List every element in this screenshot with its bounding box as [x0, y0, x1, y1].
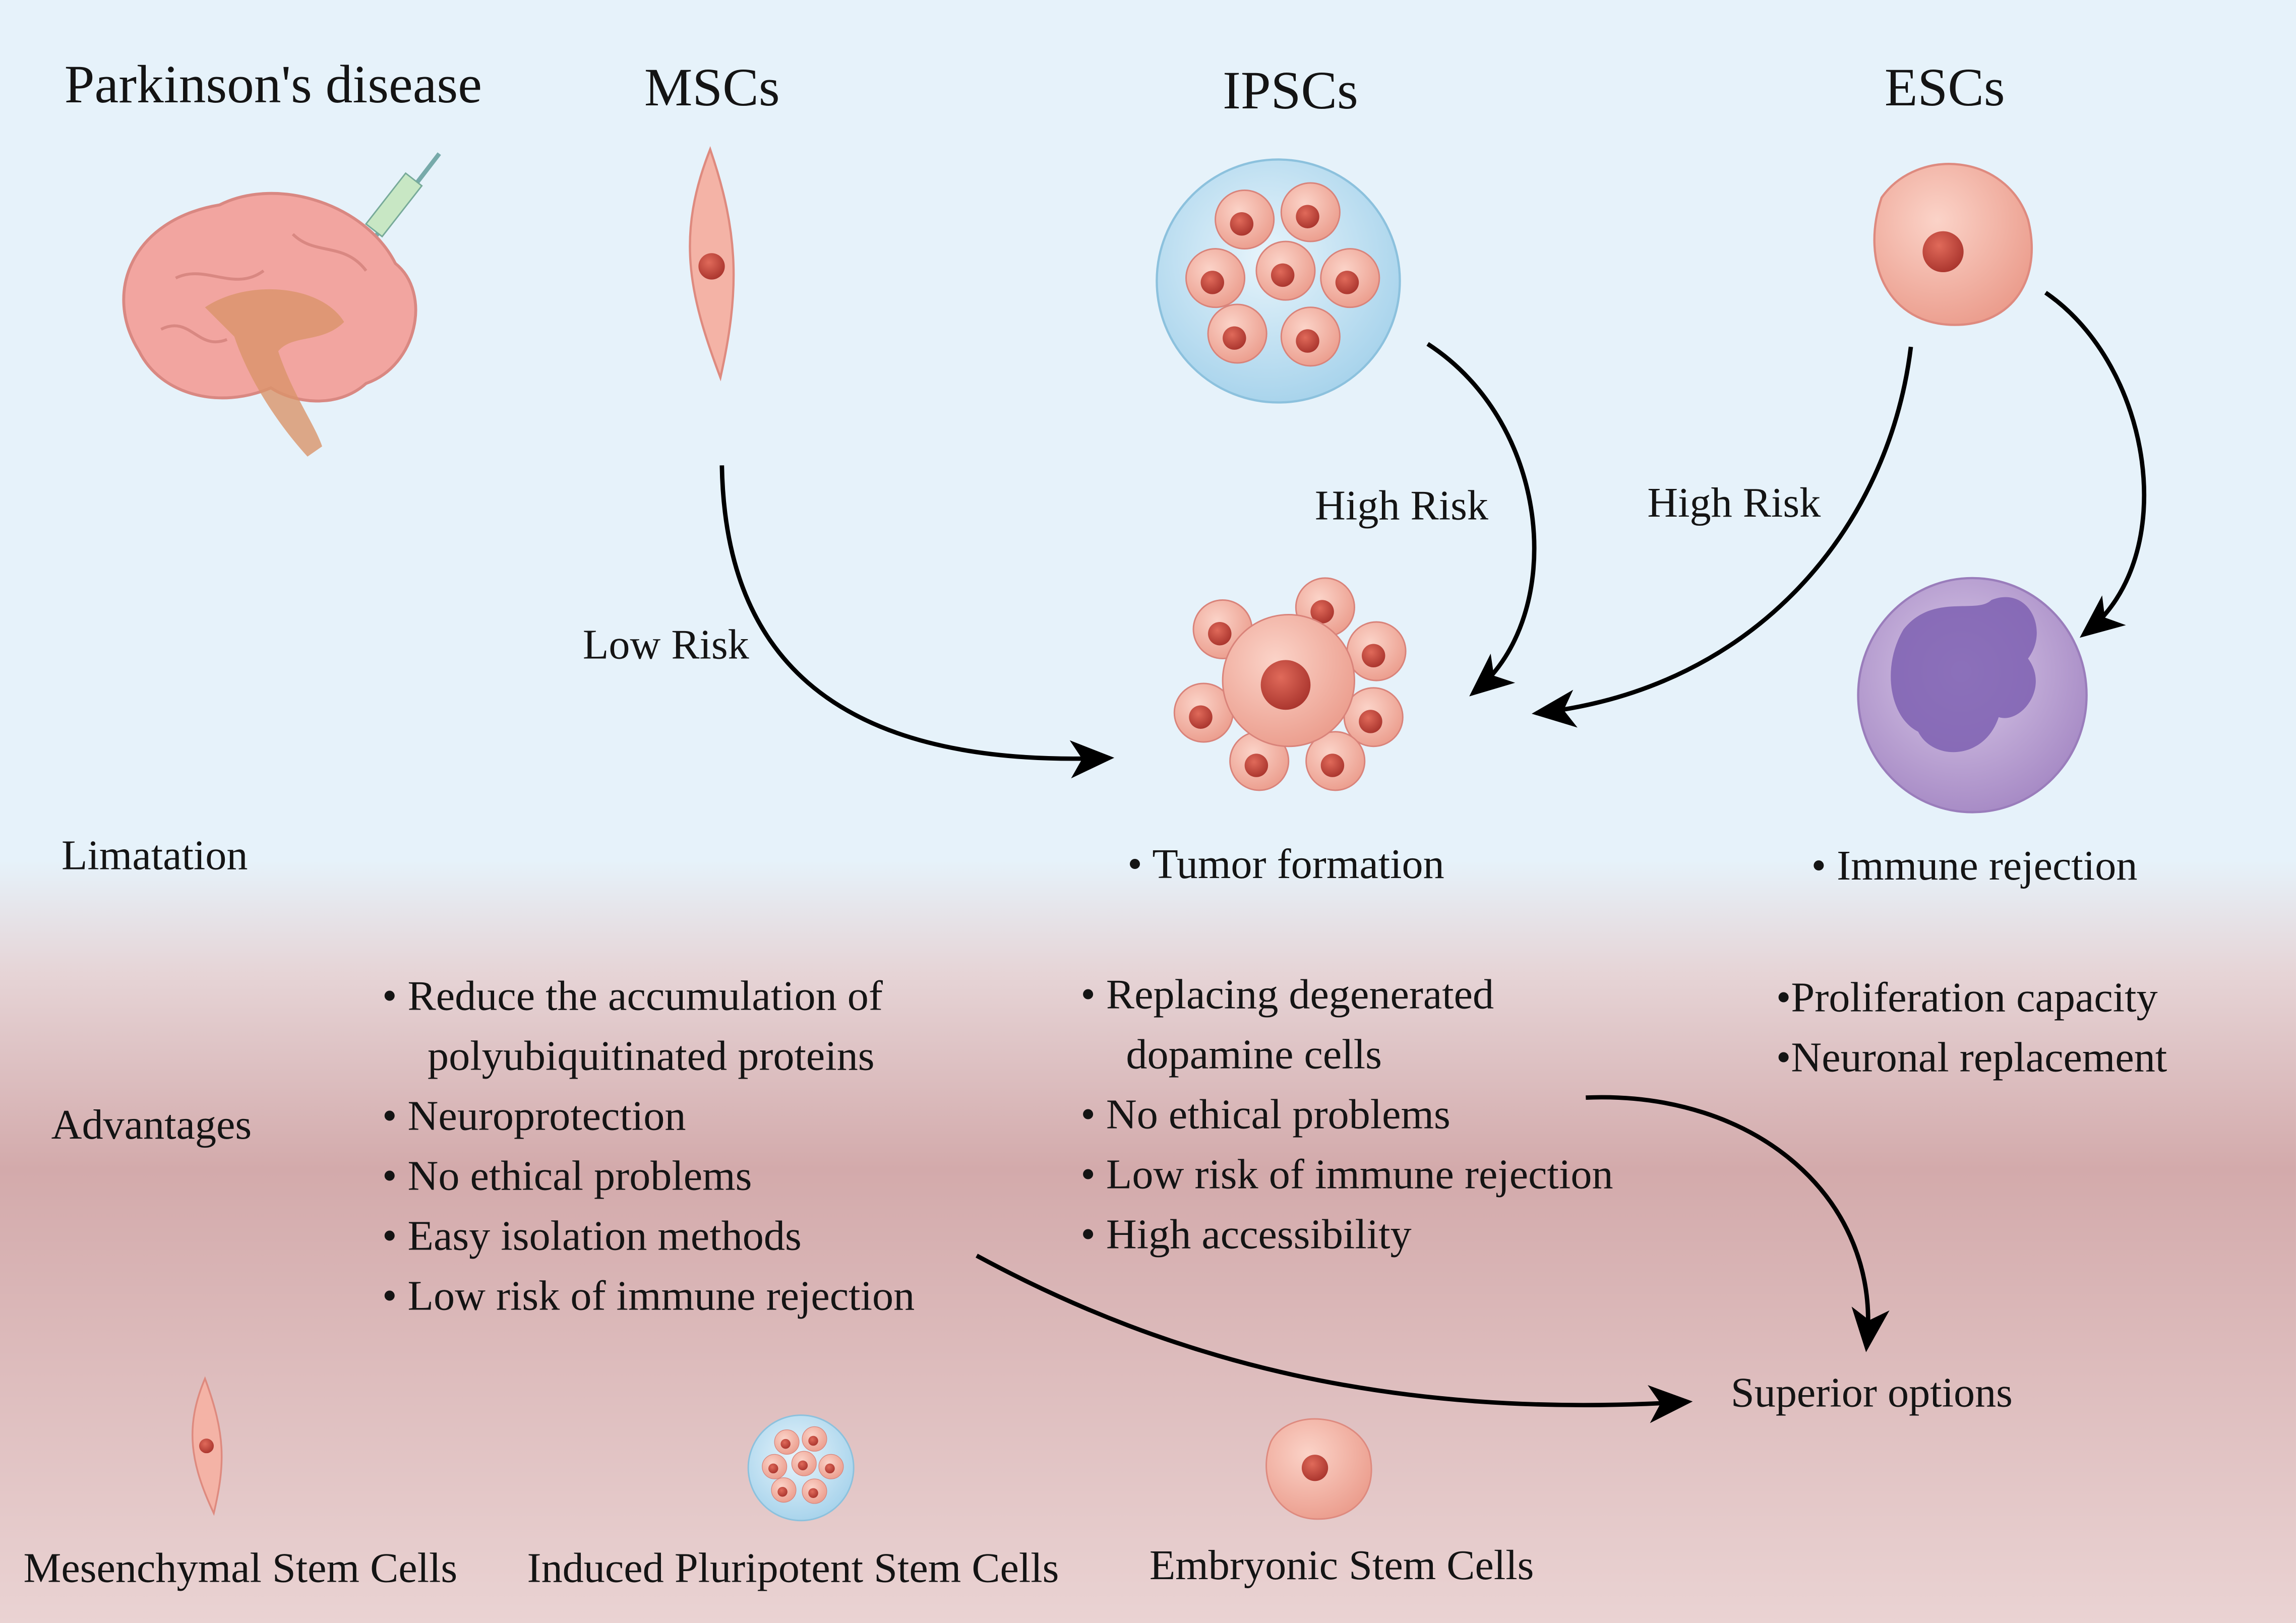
round-cell-icon [1265, 1418, 1372, 1520]
list-item: •Proliferation capacity [1776, 974, 2158, 1021]
spindle-cell-icon [192, 1376, 223, 1516]
list-item: • Easy isolation methods [382, 1213, 802, 1260]
immune-cell-icon [1857, 577, 2088, 814]
msc-cell-icon [689, 146, 735, 382]
row-label-limitation: Limatation [62, 832, 248, 879]
list-item: • Low risk of immune rejection [382, 1273, 915, 1320]
esc-cell-icon [1873, 163, 2033, 326]
header-ipscs: IPSCs [1223, 60, 1358, 120]
list-item: • No ethical problems [1080, 1091, 1450, 1138]
legend-label-esc: Embryonic Stem Cells [1150, 1542, 1534, 1589]
list-item: • High accessibility [1080, 1211, 1411, 1258]
outcome-superior-options: Superior options [1731, 1369, 2013, 1416]
tumor-cell-icon [1173, 577, 1407, 791]
esc-advantages-list: •Proliferation capacity •Neuronal replac… [1776, 974, 2167, 1081]
arrow-msc-to-superior [976, 1254, 1693, 1423]
ipsc-cluster-icon [1156, 158, 1401, 404]
limitation-tumor: • Tumor formation [1127, 841, 1444, 888]
header-escs: ESCs [1885, 57, 2005, 117]
label-high-risk-ipsc: High Risk [1315, 482, 1489, 529]
cell-cluster-icon [747, 1414, 855, 1522]
ipsc-advantages-list: • Replacing degenerated dopamine cells •… [1080, 971, 1613, 1258]
label-high-risk-esc: High Risk [1647, 479, 1821, 526]
legend-label-msc: Mesenchymal Stem Cells [23, 1545, 457, 1592]
legend: Mesenchymal Stem Cells Induced Pluripote… [23, 1376, 1534, 1592]
header-mscs: MSCs [644, 57, 780, 117]
msc-advantages-list: • Reduce the accumulation of polyubiquit… [382, 972, 915, 1319]
legend-label-ipsc: Induced Pluripotent Stem Cells [527, 1545, 1059, 1592]
list-item: • Low risk of immune rejection [1080, 1151, 1613, 1198]
list-item: • Replacing degenerated [1080, 971, 1494, 1018]
brain-icon [122, 152, 441, 457]
arrow-ipsc-to-superior [1586, 1095, 1890, 1352]
title-parkinsons: Parkinson's disease [65, 54, 482, 114]
flow-arrows [719, 291, 2146, 1423]
list-item: dopamine cells [1126, 1031, 1381, 1078]
row-label-advantages: Advantages [51, 1101, 252, 1148]
list-item: • No ethical problems [382, 1153, 752, 1200]
list-item: • Neuroprotection [382, 1093, 686, 1140]
arrow-esc-to-tumor [1532, 346, 1913, 728]
arrow-msc-to-tumor [719, 465, 1115, 779]
limitation-immune: • Immune rejection [1811, 842, 2138, 889]
list-item: •Neuronal replacement [1776, 1034, 2167, 1081]
list-item: polyubiquitinated proteins [428, 1032, 874, 1079]
list-item: • Reduce the accumulation of [382, 972, 883, 1019]
label-low-risk: Low Risk [583, 621, 750, 668]
arrow-esc-to-immune [2044, 291, 2146, 638]
arrow-ipsc-to-tumor [1426, 342, 1537, 697]
